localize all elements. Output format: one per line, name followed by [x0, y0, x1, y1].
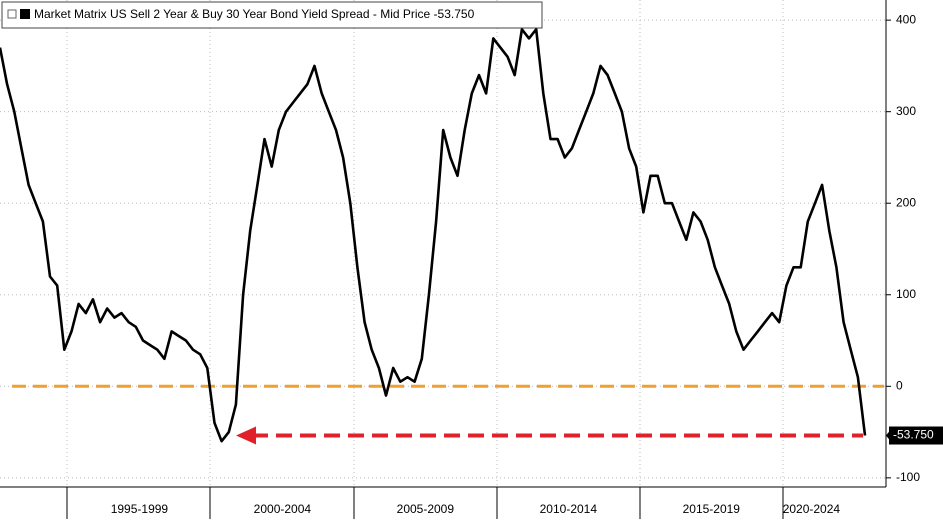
y-tick-label: -100: [896, 470, 920, 484]
y-tick-label: 100: [896, 287, 916, 301]
x-tick-label: 2000-2004: [254, 502, 312, 516]
title-icon: [7, 9, 17, 19]
line-series: [0, 28, 867, 443]
x-tick-label: 2005-2009: [397, 502, 455, 516]
title-box: Market Matrix US Sell 2 Year & Buy 30 Ye…: [1, 1, 543, 29]
arrow-head: [236, 426, 256, 445]
y-tick-label: 300: [896, 104, 916, 118]
last-value-label: -53.750: [893, 428, 934, 442]
y-tick-label: 200: [896, 195, 916, 209]
y-tick-label: 400: [896, 12, 916, 26]
x-tick-label: 1995-1999: [111, 502, 169, 516]
last-value-box: [889, 426, 943, 445]
x-tick-label: 2020-2024: [783, 502, 841, 516]
chart-title: Market Matrix US Sell 2 Year & Buy 30 Ye…: [34, 7, 475, 21]
legend-swatch: [20, 9, 30, 19]
x-tick-label: 2015-2019: [683, 502, 741, 516]
last-value-pointer: [886, 430, 890, 441]
y-tick-label: 0: [896, 378, 903, 392]
title-frame: [1, 1, 543, 29]
x-tick-label: 2010-2014: [540, 502, 598, 516]
